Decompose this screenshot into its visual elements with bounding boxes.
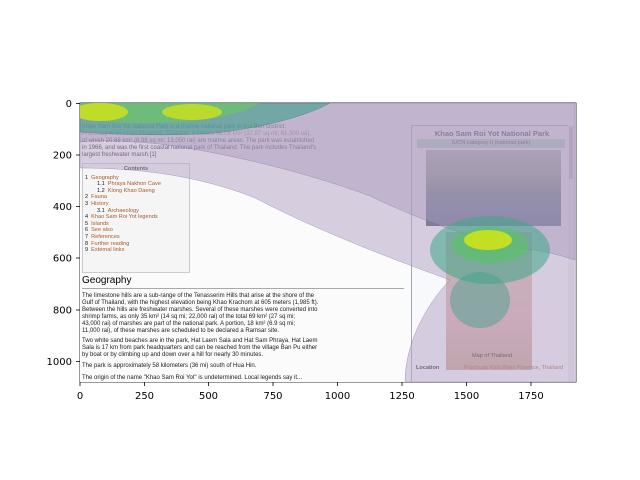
x-tick-label: 250 (135, 391, 154, 402)
toc-item-geography[interactable]: 1 Geography (85, 174, 119, 181)
intro-line: Prachuap Khiri Khan Province, Thailand. … (82, 131, 312, 137)
intro-paragraph: Khao Sam Roi Yot National Park is a mari… (82, 124, 412, 159)
location-label: Location (416, 365, 440, 371)
y-tick-label: 800 (53, 306, 72, 317)
geography-paragraph-3: The park is approximately 58 kilometers … (82, 363, 257, 369)
y-tick-label: 200 (53, 151, 72, 162)
x-tick-label: 500 (199, 391, 218, 402)
scrollbar-thumb[interactable] (569, 127, 573, 179)
infobox: Khao Sam Roi Yot National Park IUCN cate… (411, 125, 573, 382)
iucn-category: IUCN category II (national park) (417, 139, 565, 148)
intro-line: in 1966, and was the first coastal natio… (82, 145, 316, 151)
y-axis: 0 200 400 600 800 1000 (47, 99, 80, 368)
location-map[interactable] (446, 232, 532, 370)
geography-paragraph-1: The limestone hills are a sub-range of t… (82, 293, 319, 334)
toc-item-references[interactable]: 7 References (85, 233, 120, 240)
toc-item-external-links[interactable]: 9 External links (85, 247, 125, 254)
location-value[interactable]: Prachuap Khiri Khan Province, Thailand (464, 365, 564, 371)
toc-item-islands[interactable]: 5 Islands (85, 220, 109, 227)
park-photo[interactable] (426, 150, 561, 226)
intro-line: Khao Sam Roi Yot National Park is a mari… (82, 124, 287, 130)
x-tick-label: 750 (263, 391, 282, 402)
toc-item-klong-khao-daeng[interactable]: 1.2 Klong Khao Daeng (97, 187, 155, 194)
intro-line: of which 20.68 km² (8.98 sq mi; 13,050 r… (82, 138, 315, 144)
y-tick-label: 400 (53, 202, 72, 213)
toc-item-fauna[interactable]: 2 Fauna (85, 194, 107, 201)
geography-paragraph-4: The origin of the name "Khao Sam Roi Yot… (82, 375, 303, 381)
toc-item-phraya-nakhon-cave[interactable]: 1.1 Phraya Nakhon Cave (97, 181, 161, 188)
x-tick-label: 0 (77, 391, 83, 402)
infobox-title: Khao Sam Roi Yot National Park (434, 129, 550, 138)
toc-item-archaeology[interactable]: 3.1 Archaeology (97, 207, 139, 214)
table-of-contents: Contents 1 Geography 1.1 Phraya Nakhon Cav… (82, 163, 190, 273)
section-heading-geography: Geography (82, 275, 132, 286)
x-axis: 0 250 500 750 1000 1250 1500 1750 (77, 382, 544, 402)
intro-line: largest freshwater marsh.[1] (82, 152, 157, 158)
y-tick-label: 600 (53, 254, 72, 265)
x-tick-label: 1750 (518, 391, 543, 402)
heading-divider (82, 288, 404, 289)
toc-item-history[interactable]: 3 History (85, 200, 109, 207)
x-tick-label: 1000 (325, 391, 350, 402)
y-tick-label: 0 (66, 99, 72, 110)
y-tick-label: 1000 (47, 357, 72, 368)
map-caption: Map of Thailand (471, 353, 512, 359)
embedded-screenshot: Khao Sam Roi Yot National Park is a mari… (80, 103, 576, 382)
x-tick-label: 1250 (389, 391, 414, 402)
toc-item-see-also[interactable]: 6 See also (85, 227, 113, 234)
toc-title: Contents (123, 166, 149, 172)
geography-paragraph-2: Two white sand beaches are in the park, … (82, 338, 318, 358)
x-tick-label: 1500 (454, 391, 479, 402)
toc-item-legends[interactable]: 4 Khao Sam Roi Yot legends (85, 214, 158, 221)
toc-item-further-reading[interactable]: 8 Further reading (85, 240, 130, 247)
scrollbar[interactable] (568, 125, 574, 382)
